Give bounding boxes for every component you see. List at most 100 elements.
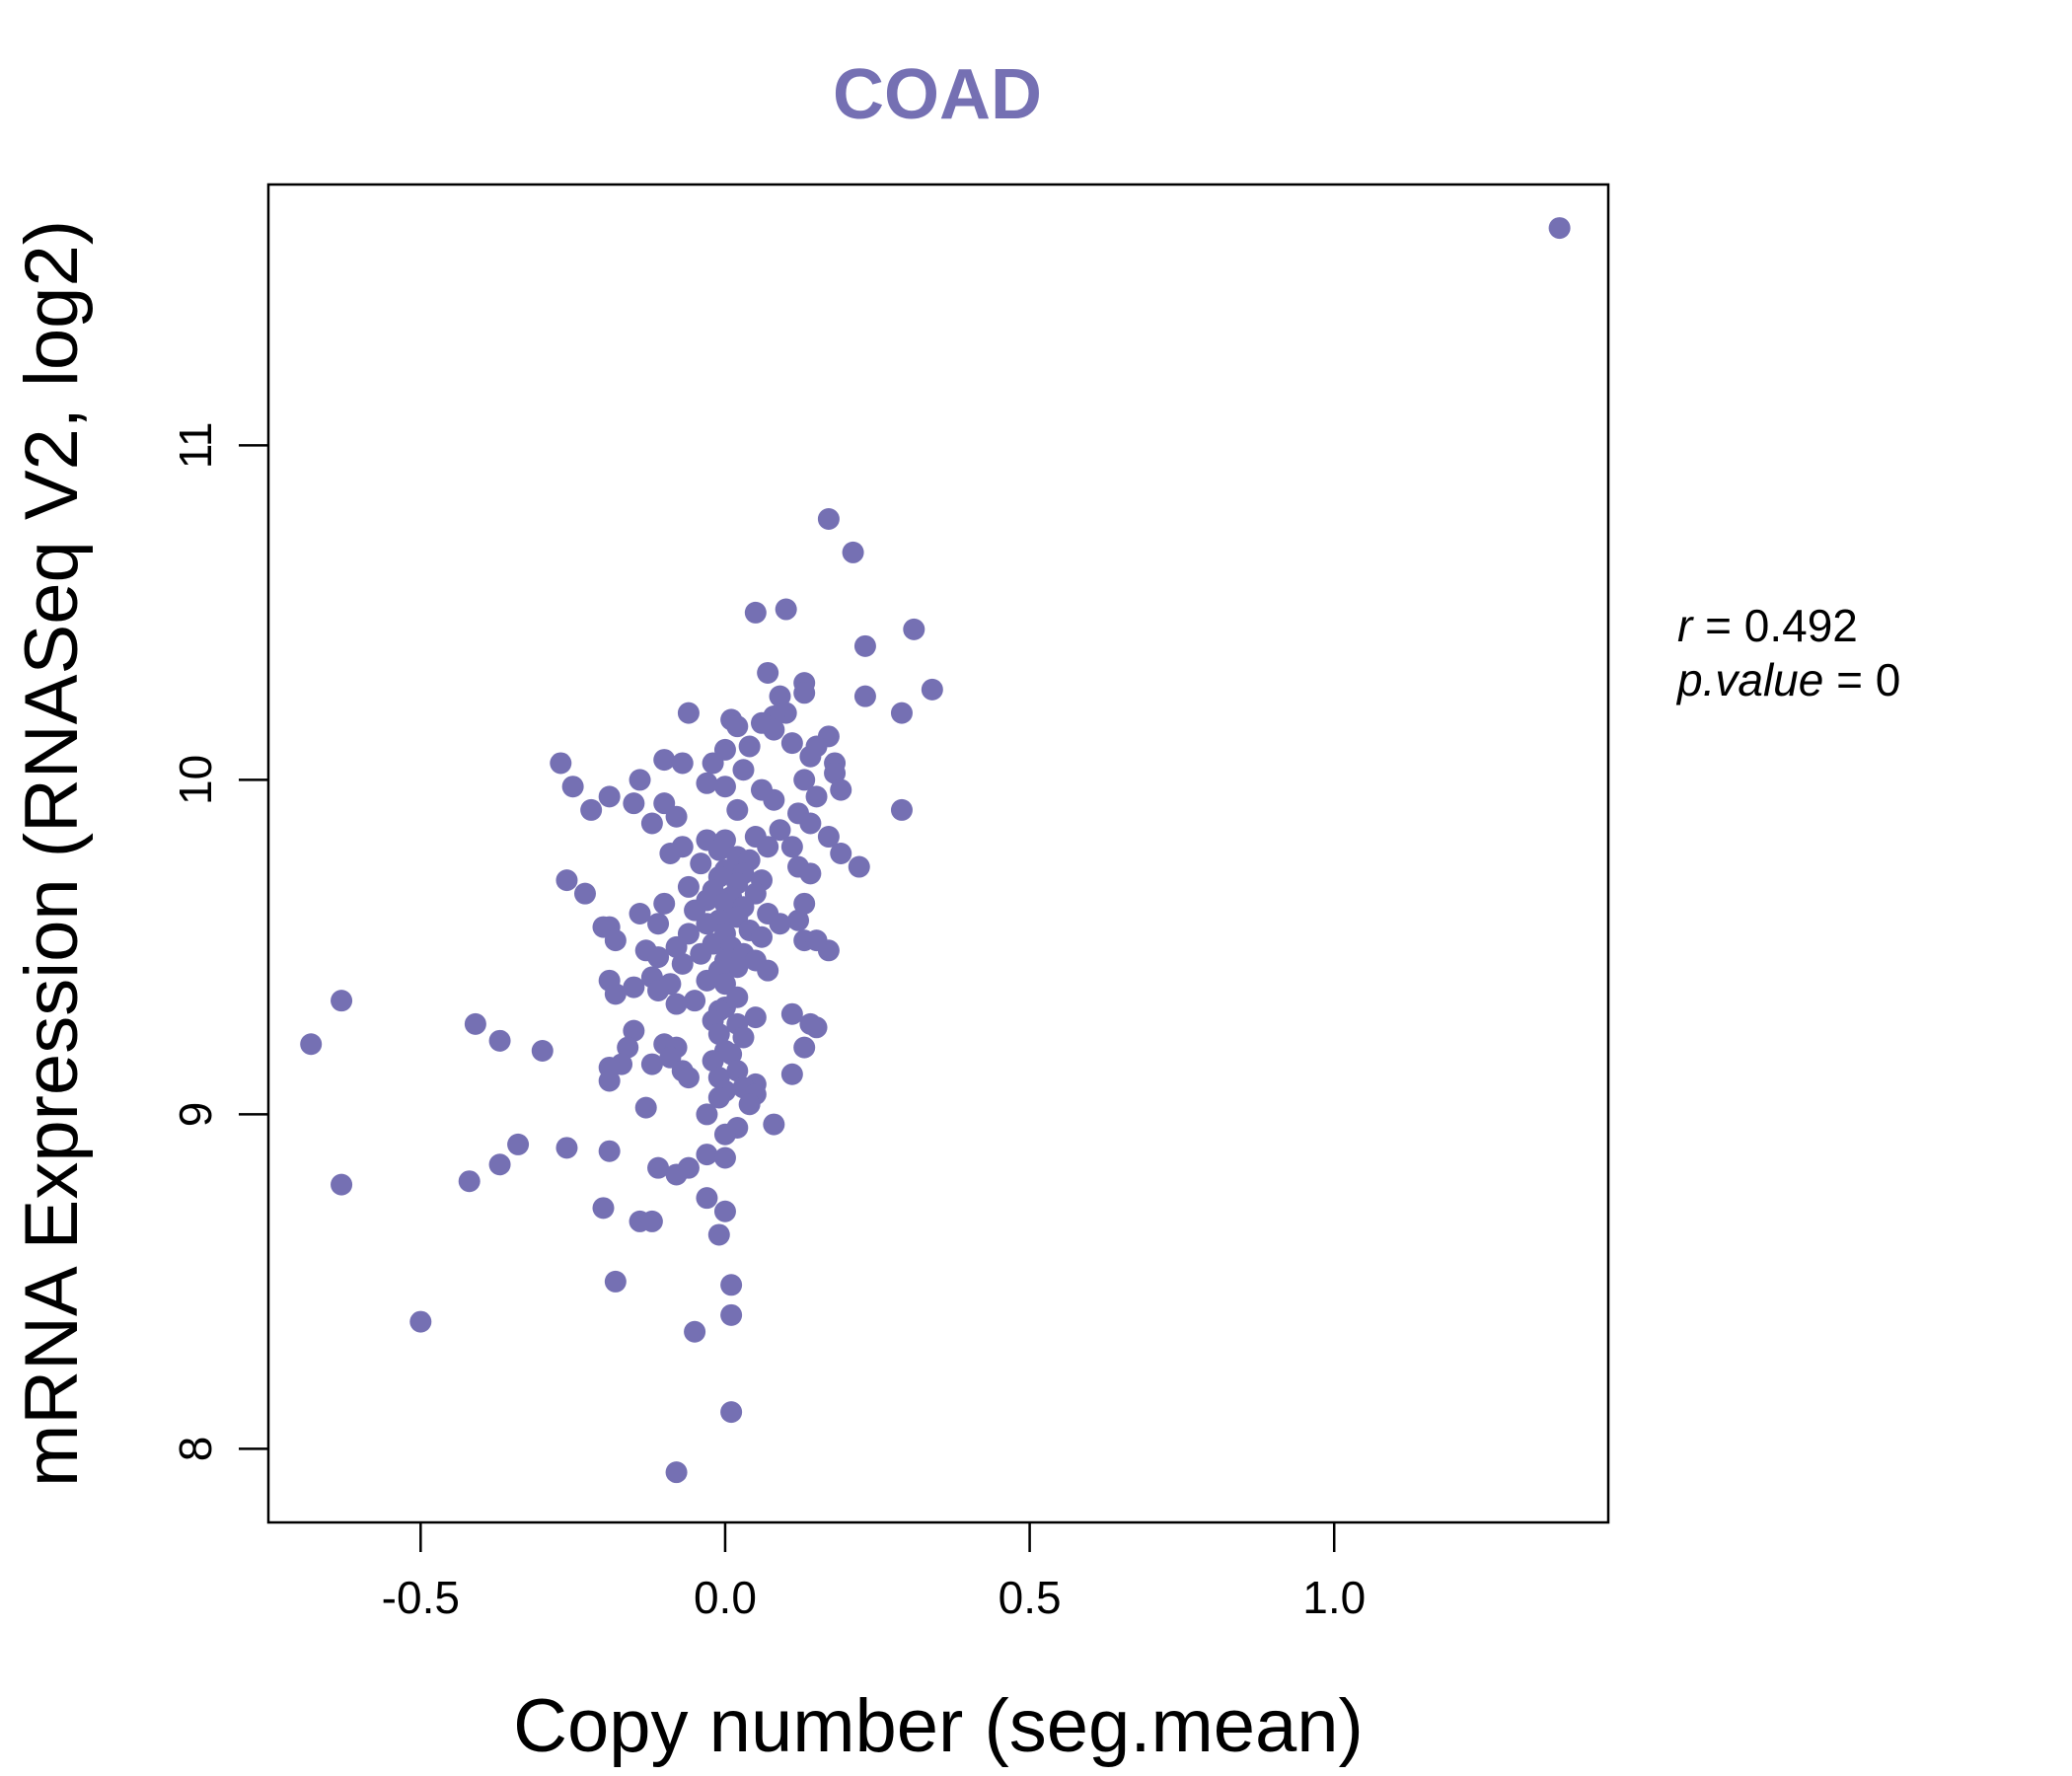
data-point xyxy=(817,939,840,962)
y-tick-label: 8 xyxy=(170,1437,221,1462)
data-point xyxy=(757,836,779,858)
data-point xyxy=(707,1023,730,1046)
p-equals: = xyxy=(1823,654,1875,705)
data-point xyxy=(853,634,876,657)
data-point xyxy=(702,752,724,775)
data-point xyxy=(696,913,718,935)
data-point xyxy=(769,685,791,707)
data-point xyxy=(757,959,779,982)
data-point xyxy=(507,1133,530,1155)
data-point xyxy=(659,843,682,864)
data-point xyxy=(458,1170,481,1193)
data-point xyxy=(830,778,852,801)
x-axis-label: Copy number (seg.mean) xyxy=(513,1684,1364,1768)
data-point xyxy=(775,598,797,621)
p-annotation: p.value = 0 xyxy=(1675,654,1900,705)
data-point xyxy=(780,836,803,858)
data-point xyxy=(750,925,773,948)
x-tick-label: 0.5 xyxy=(999,1572,1062,1623)
data-point xyxy=(617,1036,639,1059)
data-point xyxy=(707,1086,730,1109)
data-point xyxy=(623,1019,645,1042)
r-annotation: r = 0.492 xyxy=(1677,600,1858,651)
data-point xyxy=(842,541,864,563)
data-point xyxy=(793,892,816,915)
data-point xyxy=(780,1063,803,1085)
data-point xyxy=(696,969,718,992)
data-point xyxy=(763,788,785,811)
data-point xyxy=(647,979,670,1001)
data-point xyxy=(726,798,749,821)
data-point xyxy=(726,1060,749,1082)
p-value: 0 xyxy=(1876,654,1901,705)
data-point xyxy=(720,1303,743,1326)
p-label: p.value xyxy=(1675,654,1823,705)
data-point xyxy=(684,990,706,1012)
data-point xyxy=(720,1043,743,1066)
data-point xyxy=(300,1033,323,1056)
data-point xyxy=(720,1274,743,1296)
data-point xyxy=(561,776,584,798)
data-point xyxy=(769,819,791,842)
data-point xyxy=(409,1310,432,1333)
data-point xyxy=(629,903,651,925)
data-point xyxy=(647,946,670,969)
data-point xyxy=(690,852,712,875)
data-point xyxy=(793,682,816,704)
data-point xyxy=(763,1113,785,1136)
data-point xyxy=(690,942,712,965)
data-point xyxy=(890,798,913,821)
data-point xyxy=(726,956,749,979)
data-point xyxy=(331,990,353,1012)
data-point xyxy=(623,792,645,815)
data-point xyxy=(665,1461,688,1484)
data-point xyxy=(805,785,828,808)
data-point xyxy=(824,762,847,784)
data-point xyxy=(799,812,822,835)
data-point xyxy=(732,1026,755,1049)
data-point xyxy=(780,1002,803,1025)
data-point xyxy=(629,769,651,791)
data-point xyxy=(713,776,736,798)
y-tick-label: 11 xyxy=(170,422,221,470)
data-point xyxy=(677,875,700,898)
data-point xyxy=(726,715,749,738)
data-point xyxy=(830,843,852,864)
data-point xyxy=(817,508,840,530)
data-point xyxy=(684,1320,706,1343)
data-point xyxy=(702,1050,724,1073)
data-point xyxy=(787,909,810,931)
data-point xyxy=(713,1123,736,1146)
y-tick-label: 9 xyxy=(170,1102,221,1128)
data-point xyxy=(817,826,840,849)
chart-title: COAD xyxy=(833,55,1042,134)
data-point xyxy=(604,983,627,1005)
data-point xyxy=(671,952,694,975)
data-point xyxy=(696,1187,718,1210)
data-points xyxy=(300,217,1571,1484)
data-point xyxy=(623,976,645,999)
data-point xyxy=(738,735,761,758)
data-point xyxy=(890,702,913,724)
data-point xyxy=(653,749,676,772)
data-point xyxy=(763,718,785,741)
data-point xyxy=(331,1173,353,1196)
data-point xyxy=(665,935,688,958)
data-point xyxy=(707,839,730,861)
data-point xyxy=(604,929,627,952)
data-point xyxy=(665,805,688,828)
data-point xyxy=(799,745,822,768)
data-point xyxy=(671,752,694,775)
data-point xyxy=(903,618,925,640)
r-label: r xyxy=(1677,600,1694,651)
data-point xyxy=(696,1144,718,1166)
data-point xyxy=(488,1029,511,1052)
data-point xyxy=(592,1197,615,1220)
data-point xyxy=(665,1163,688,1186)
data-point xyxy=(634,1096,657,1119)
plot-frame xyxy=(266,183,1610,1524)
data-point xyxy=(732,759,755,781)
data-point xyxy=(531,1040,554,1063)
data-point xyxy=(647,1156,670,1179)
